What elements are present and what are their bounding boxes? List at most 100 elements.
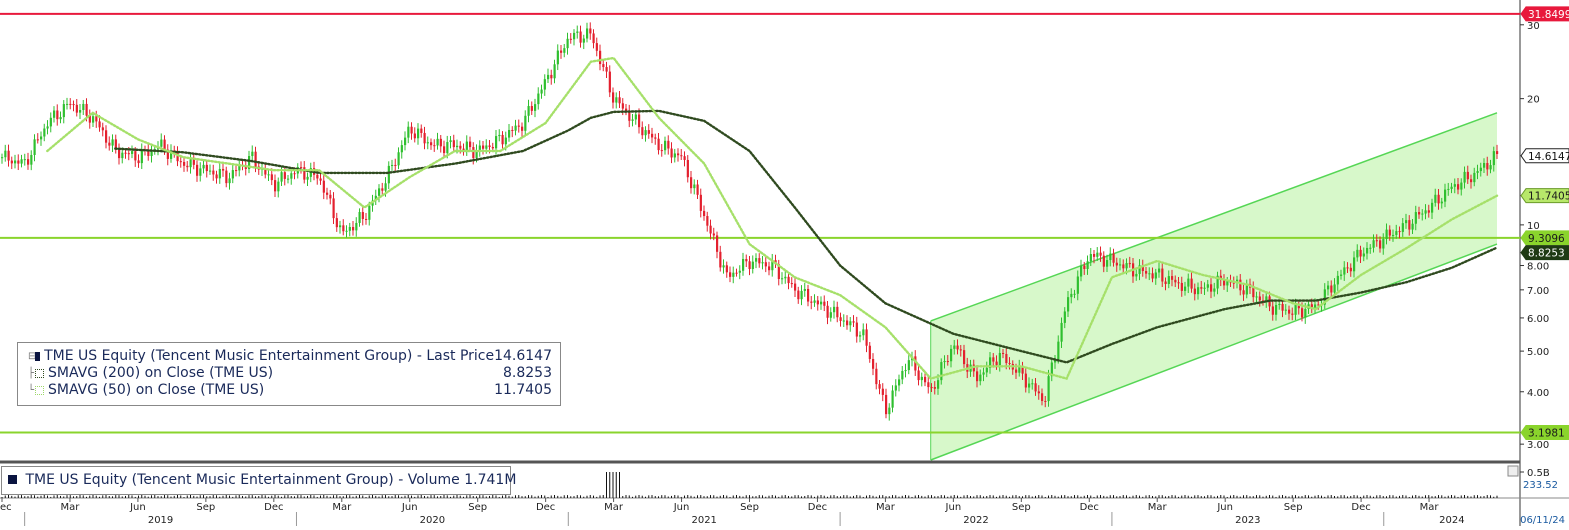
candle-body — [667, 140, 670, 149]
x-year-label: 2021 — [691, 515, 716, 526]
volume-bar — [680, 496, 682, 498]
volume-bar — [1236, 495, 1238, 498]
volume-bar — [1197, 495, 1199, 498]
candle-body — [706, 216, 709, 226]
candle-body — [85, 103, 88, 116]
candle-body — [231, 170, 234, 179]
candle-body — [290, 173, 293, 179]
candle-body — [1486, 163, 1489, 170]
candle-body — [748, 261, 751, 270]
x-year-label: 2022 — [963, 515, 988, 526]
volume-bar — [739, 495, 741, 498]
volume-bar — [706, 496, 708, 498]
volume-bar — [1116, 496, 1118, 498]
candle-body — [404, 137, 407, 146]
candle-body — [781, 278, 784, 280]
candle-body — [20, 159, 23, 164]
volume-bar — [128, 495, 130, 498]
volume-bar — [797, 495, 799, 498]
candle-body — [1255, 296, 1258, 298]
candle-body — [644, 130, 647, 136]
volume-bar — [859, 495, 861, 498]
candle-body — [1099, 252, 1102, 256]
candle-body — [846, 320, 849, 326]
candle-body — [855, 322, 858, 337]
volume-bar — [1226, 496, 1228, 498]
tree-expand-icon[interactable]: ⊟ — [28, 351, 37, 362]
candle-body — [14, 160, 17, 164]
sma200-swatch-icon — [35, 369, 44, 378]
candle-body — [205, 164, 208, 172]
candle-body — [1262, 300, 1265, 302]
candle-body — [807, 288, 810, 302]
candle-body — [407, 126, 410, 138]
candle-body — [670, 148, 673, 158]
candle-body — [27, 159, 30, 165]
volume-bar — [1428, 495, 1430, 498]
candle-body — [179, 161, 182, 163]
volume-bar — [95, 495, 97, 498]
value-tag-shape — [1520, 245, 1569, 261]
candle-body — [813, 300, 816, 303]
candle-body — [1427, 210, 1430, 213]
candle-body — [833, 306, 836, 313]
volume-bar — [1272, 495, 1274, 498]
candle-body — [228, 178, 231, 184]
candle-body — [540, 89, 543, 94]
volume-bar — [144, 495, 146, 498]
candle-body — [335, 218, 338, 228]
volume-bar — [365, 496, 367, 498]
candle-body — [602, 64, 605, 68]
candle-body — [709, 225, 712, 234]
value-tag: 14.6147 — [1520, 148, 1569, 164]
candle-body — [1223, 279, 1226, 286]
candle-body — [836, 306, 839, 318]
volume-bar — [485, 496, 487, 498]
candle-body — [901, 370, 904, 380]
candle-body — [543, 79, 546, 90]
candle-body — [1187, 278, 1190, 287]
volume-bar — [1434, 496, 1436, 498]
volume-bar — [1425, 495, 1426, 498]
candle-body — [1002, 352, 1005, 354]
volume-legend-value: 1.741M — [464, 472, 517, 488]
candle-body — [105, 130, 108, 143]
candle-body — [478, 145, 481, 151]
volume-bar — [1252, 496, 1254, 498]
candle-body — [573, 32, 576, 40]
candle-body — [1028, 383, 1031, 388]
volume-bar — [508, 495, 510, 498]
volume-bar — [1142, 496, 1144, 498]
volume-bar — [303, 496, 305, 498]
volume-bar — [1106, 496, 1108, 498]
candle-body — [1405, 220, 1408, 224]
candle-body — [1037, 391, 1040, 394]
value-tag-text: 11.7405 — [1528, 191, 1569, 203]
candle-body — [501, 134, 504, 145]
volume-bar — [515, 495, 516, 498]
volume-bar — [905, 495, 906, 498]
candle-body — [1115, 262, 1118, 266]
volume-bar — [788, 495, 789, 498]
volume-bar — [290, 496, 292, 498]
candle-body — [1, 157, 4, 159]
volume-bar — [550, 495, 552, 498]
candle-body — [1119, 264, 1122, 266]
volume-bar — [1314, 495, 1316, 498]
volume-bar — [1389, 495, 1391, 498]
volume-bar — [76, 496, 78, 498]
volume-bar — [609, 472, 611, 498]
volume-bar — [505, 495, 507, 498]
candle-body — [1138, 265, 1141, 274]
volume-bar — [160, 496, 162, 498]
candle-body — [46, 126, 49, 129]
volume-bar — [1109, 495, 1111, 498]
volume-bar — [1269, 495, 1270, 498]
volume-bar — [862, 496, 864, 498]
candle-body — [114, 139, 117, 150]
volume-bar — [791, 496, 793, 498]
volume-bar — [1395, 496, 1397, 498]
volume-bar — [1490, 495, 1491, 498]
candle-body — [1291, 313, 1294, 315]
candle-body — [995, 361, 998, 366]
